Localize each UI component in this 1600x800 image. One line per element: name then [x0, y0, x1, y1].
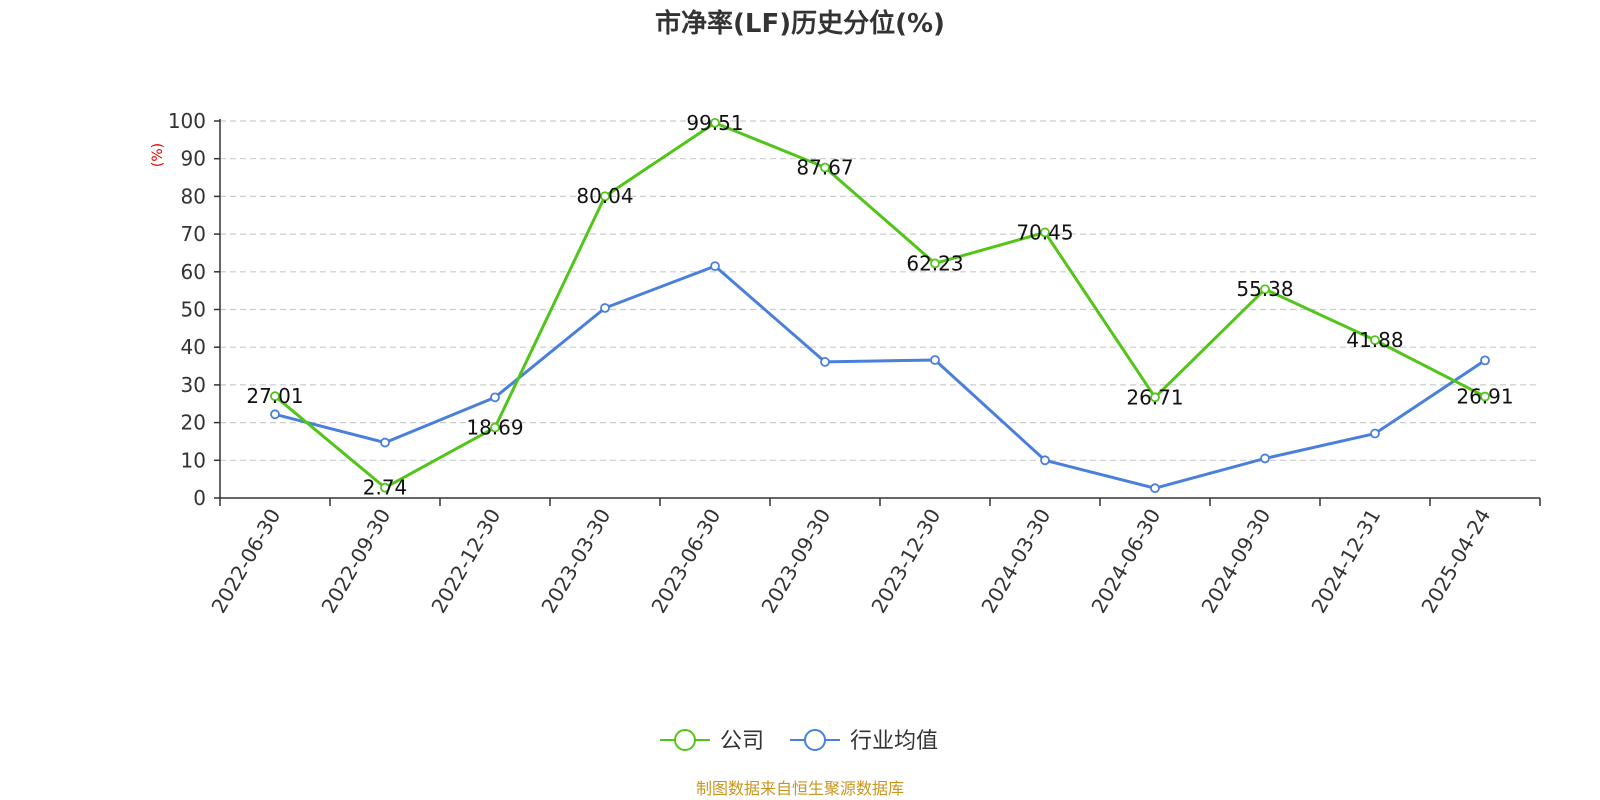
industry-line — [274, 264, 1486, 490]
y-tick-label: 90 — [181, 147, 206, 171]
y-tick-label: 20 — [181, 411, 206, 435]
x-tick-label: 2023-09-30 — [756, 505, 835, 618]
chart-title: 市净率(LF)历史分位(%) — [655, 8, 945, 39]
x-tick-label: 2023-03-30 — [536, 505, 615, 618]
company-data-label: 62.23 — [906, 251, 963, 275]
company-point[interactable] — [1040, 227, 1050, 238]
x-tick-label: 2022-06-30 — [206, 505, 285, 618]
legend-item-company[interactable]: 公司 — [660, 729, 764, 754]
industry-point[interactable] — [490, 392, 500, 403]
grid-lines — [220, 120, 1540, 461]
industry-point[interactable] — [1150, 483, 1160, 494]
y-tick-label: 10 — [181, 448, 206, 472]
y-tick-label: 100 — [168, 109, 206, 133]
company-point[interactable] — [490, 422, 500, 433]
company-point[interactable] — [270, 391, 280, 402]
company-data-label: 2.74 — [363, 476, 408, 500]
company-point[interactable] — [1480, 391, 1490, 402]
company-point[interactable] — [820, 162, 830, 173]
industry-point[interactable] — [820, 357, 830, 367]
company-point[interactable] — [710, 117, 720, 128]
x-tick-label: 2024-12-31 — [1306, 505, 1385, 618]
industry-point[interactable] — [600, 303, 610, 313]
company-point[interactable] — [1260, 284, 1270, 295]
industry-point[interactable] — [1370, 428, 1380, 439]
company-point[interactable] — [1370, 335, 1380, 346]
company-data-label: 70.45 — [1016, 220, 1073, 244]
x-tick-label: 2022-12-30 — [426, 505, 505, 618]
y-tick-label: 70 — [181, 222, 206, 246]
company-point[interactable] — [1150, 392, 1160, 403]
y-tick-label: 50 — [181, 298, 206, 322]
x-tick-label: 2024-03-30 — [976, 505, 1055, 618]
y-axis-unit-label: (%) — [150, 143, 166, 167]
legend-company-label: 公司 — [720, 729, 764, 754]
legend[interactable]: 公司 行业均值 — [660, 729, 938, 754]
industry-point[interactable] — [380, 437, 390, 448]
data-labels: 27.01 2.74 18.69 80.04 99.51 87.67 62.23 70.45 2… — [246, 111, 1513, 500]
industry-point[interactable] — [930, 355, 940, 365]
company-data-label: 87.67 — [796, 155, 853, 179]
company-point[interactable] — [600, 191, 610, 202]
legend-company-circle-icon — [674, 729, 696, 751]
series-company — [270, 117, 1490, 493]
y-tick-label: 60 — [181, 260, 206, 284]
company-data-label: 27.01 — [246, 384, 303, 408]
company-data-label: 26.71 — [1126, 385, 1183, 409]
industry-point[interactable] — [270, 409, 280, 420]
legend-industry-label: 行业均值 — [850, 729, 938, 754]
legend-industry-circle-icon — [804, 729, 826, 751]
series — [270, 117, 1490, 494]
x-tick-label: 2023-12-30 — [866, 505, 945, 618]
x-tick-label: 2024-06-30 — [1086, 505, 1165, 618]
company-point[interactable] — [930, 258, 940, 269]
legend-item-industry[interactable]: 行业均值 — [790, 729, 938, 754]
industry-point[interactable] — [1260, 453, 1270, 464]
series-industry — [270, 261, 1490, 494]
company-data-label: 41.88 — [1346, 328, 1403, 352]
company-data-label: 26.91 — [1456, 385, 1513, 409]
industry-point[interactable] — [710, 261, 720, 272]
company-data-label: 55.38 — [1236, 277, 1293, 301]
x-tick-label: 2022-09-30 — [316, 505, 395, 618]
company-data-label: 99.51 — [686, 111, 743, 135]
axes: 0 10 20 30 40 50 60 70 80 90 100 2022-06-30 2022-09-… — [168, 109, 1541, 618]
source-note: 制图数据来自恒生聚源数据库 — [696, 779, 904, 798]
x-tick-label: 2024-09-30 — [1196, 505, 1275, 618]
y-tick-label: 40 — [181, 335, 206, 359]
y-tick-label: 80 — [181, 184, 206, 208]
industry-point[interactable] — [1480, 355, 1490, 366]
company-data-label: 18.69 — [466, 416, 523, 440]
industry-point[interactable] — [1040, 455, 1050, 466]
x-tick-label: 2023-06-30 — [646, 505, 725, 618]
x-tick-label: 2025-04-24 — [1416, 505, 1495, 618]
y-tick-label: 0 — [193, 486, 206, 510]
y-tick-label: 30 — [181, 373, 206, 397]
company-data-label: 80.04 — [576, 184, 633, 208]
company-point[interactable] — [380, 482, 390, 493]
company-line — [274, 121, 1486, 490]
